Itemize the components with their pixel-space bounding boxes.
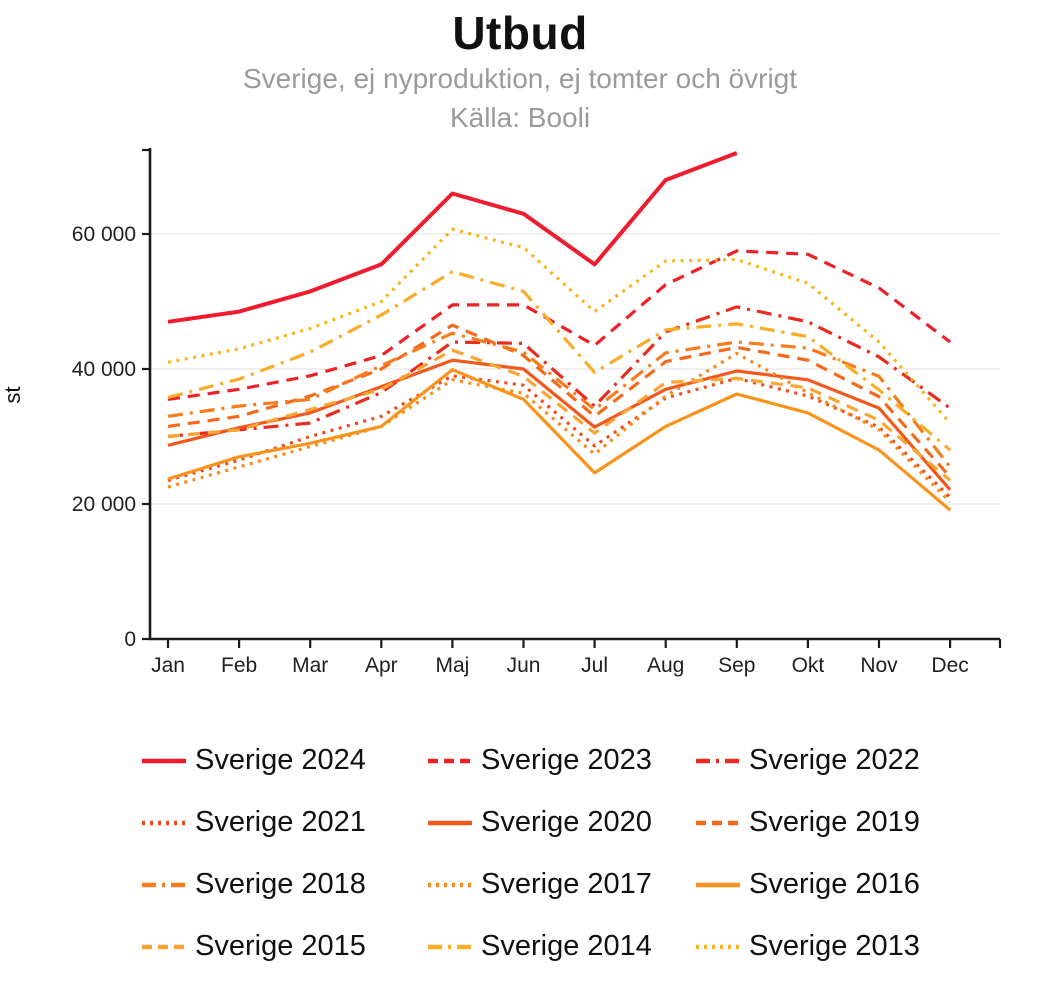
series-line-sverige-2018 bbox=[167, 331, 952, 468]
legend-swatch-dashdot bbox=[696, 758, 740, 763]
legend-swatch-dotted bbox=[142, 820, 186, 825]
series-line-sverige-2024 bbox=[167, 151, 738, 324]
legend-item-sverige-2021[interactable]: Sverige 2021 bbox=[140, 802, 426, 843]
legend-label: Sverige 2015 bbox=[195, 930, 366, 962]
series-line-sverige-2022 bbox=[167, 305, 952, 439]
legend-item-sverige-2013[interactable]: Sverige 2013 bbox=[694, 926, 970, 967]
legend-label: Sverige 2022 bbox=[749, 744, 920, 776]
legend-label: Sverige 2018 bbox=[195, 868, 366, 900]
legend-swatch-dashdot bbox=[428, 944, 472, 949]
legend-swatch-solid bbox=[696, 882, 740, 887]
legend-label: Sverige 2019 bbox=[749, 806, 920, 838]
series-line-sverige-2014 bbox=[167, 270, 952, 452]
y-tick-label-0: 0 bbox=[124, 628, 136, 651]
legend-label: Sverige 2021 bbox=[195, 806, 366, 838]
x-tick-label-jan: Jan bbox=[151, 654, 185, 677]
legend-item-sverige-2023[interactable]: Sverige 2023 bbox=[426, 740, 694, 781]
x-tick-label-sep: Sep bbox=[718, 654, 755, 677]
legend-swatch-dashed bbox=[428, 758, 472, 763]
legend-item-sverige-2014[interactable]: Sverige 2014 bbox=[426, 926, 694, 967]
legend-item-sverige-2016[interactable]: Sverige 2016 bbox=[694, 864, 970, 905]
y-tick-label-20000: 20 000 bbox=[72, 493, 136, 516]
legend-swatch-dashed bbox=[142, 944, 186, 949]
series-line-sverige-2017 bbox=[167, 351, 952, 504]
legend-swatch-dashed bbox=[696, 820, 740, 825]
x-tick-label-mar: Mar bbox=[292, 654, 328, 677]
legend-swatch-solid bbox=[428, 820, 472, 825]
x-tick-label-jul: Jul bbox=[581, 654, 608, 677]
legend-item-sverige-2017[interactable]: Sverige 2017 bbox=[426, 864, 694, 905]
legend-swatch-dotted bbox=[696, 944, 740, 949]
y-tick-label-40000: 40 000 bbox=[72, 358, 136, 381]
legend-item-sverige-2018[interactable]: Sverige 2018 bbox=[140, 864, 426, 905]
x-tick-label-feb: Feb bbox=[221, 654, 257, 677]
legend-swatch-dashdot bbox=[142, 882, 186, 887]
x-tick-label-apr: Apr bbox=[365, 654, 398, 677]
x-tick-label-okt: Okt bbox=[792, 654, 825, 677]
legend-label: Sverige 2024 bbox=[195, 744, 366, 776]
line-chart: 0 20 000 40 000 60 000 Jan Feb Mar Apr Maj Jun Jul… bbox=[0, 148, 1002, 677]
legend-label: Sverige 2014 bbox=[481, 930, 652, 962]
series-line-sverige-2013 bbox=[167, 227, 952, 425]
legend-label: Sverige 2016 bbox=[749, 868, 920, 900]
legend-label: Sverige 2013 bbox=[749, 930, 920, 962]
x-tick-label-nov: Nov bbox=[860, 654, 898, 677]
y-axis-label: st bbox=[0, 386, 25, 403]
series-line-sverige-2021 bbox=[167, 374, 952, 499]
legend-swatch-dotted bbox=[428, 882, 472, 887]
series-line-sverige-2019 bbox=[167, 323, 952, 479]
x-tick-label-maj: Maj bbox=[435, 654, 469, 677]
chart-subtitle: Sverige, ej nyproduktion, ej tomter och … bbox=[242, 63, 798, 94]
legend-label: Sverige 2017 bbox=[481, 868, 652, 900]
legend-item-sverige-2020[interactable]: Sverige 2020 bbox=[426, 802, 694, 843]
x-tick-label-aug: Aug bbox=[647, 654, 684, 677]
legend-label: Sverige 2023 bbox=[481, 744, 652, 776]
series-line-sverige-2016 bbox=[167, 368, 952, 512]
legend-item-sverige-2015[interactable]: Sverige 2015 bbox=[140, 926, 426, 967]
chart-title: Utbud bbox=[452, 7, 588, 59]
series-line-sverige-2023 bbox=[167, 249, 952, 401]
legend-item-sverige-2022[interactable]: Sverige 2022 bbox=[694, 740, 970, 781]
chart-source: Källa: Booli bbox=[449, 102, 591, 133]
legend-swatch-solid bbox=[142, 758, 186, 763]
y-tick-label-60000: 60 000 bbox=[72, 223, 136, 246]
x-tick-label-dec: Dec bbox=[931, 654, 968, 677]
series-line-sverige-2015 bbox=[167, 348, 952, 482]
legend-item-sverige-2024[interactable]: Sverige 2024 bbox=[140, 740, 426, 781]
legend-item-sverige-2019[interactable]: Sverige 2019 bbox=[694, 802, 970, 843]
series-line-sverige-2020 bbox=[167, 358, 952, 491]
legend-label: Sverige 2020 bbox=[481, 806, 652, 838]
chart-legend: Sverige 2024 Sverige 2023 Sverige 2022 Sver… bbox=[140, 740, 970, 967]
x-tick-label-jun: Jun bbox=[507, 654, 541, 677]
